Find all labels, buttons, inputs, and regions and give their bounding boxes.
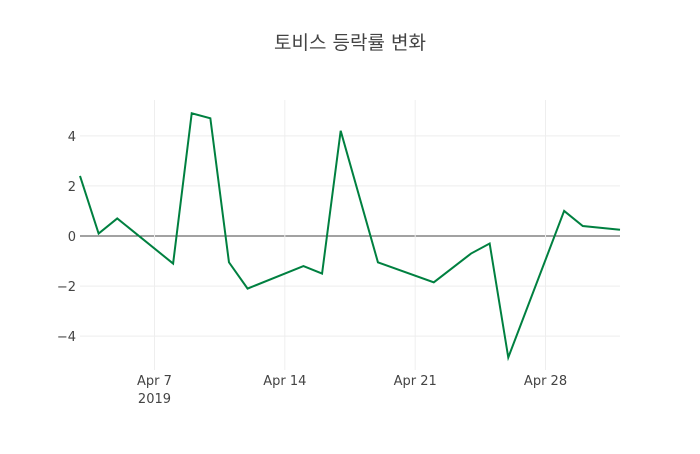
y-tick-label: −4	[57, 330, 76, 345]
x-tick-label: Apr 21	[394, 374, 437, 389]
x-tick-year: 2019	[138, 392, 171, 407]
y-tick-label: −2	[57, 280, 76, 295]
y-tick-label: 4	[68, 130, 76, 145]
series-line	[80, 113, 620, 357]
chart-title: 토비스 등락률 변화	[274, 32, 426, 54]
x-tick-label: Apr 28	[524, 374, 567, 389]
x-tick-label: Apr 14	[263, 374, 306, 389]
y-tick-label: 2	[68, 180, 76, 195]
y-tick-label: 0	[68, 230, 76, 245]
x-tick-label: Apr 7	[137, 374, 172, 389]
